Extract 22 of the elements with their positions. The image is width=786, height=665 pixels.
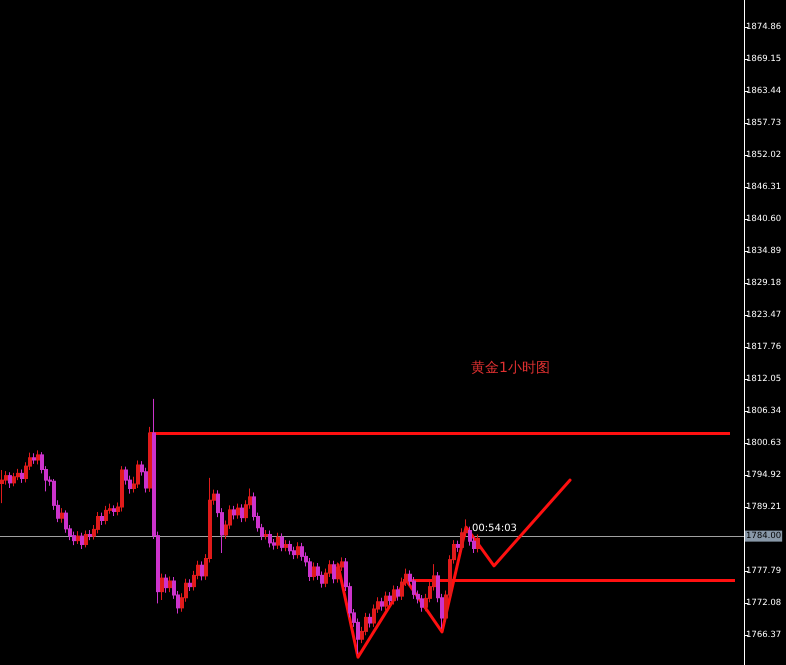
y-tick-label: 1823.47	[746, 310, 782, 320]
y-tick-label: 1772.08	[746, 598, 782, 608]
y-tick-label: 1846.31	[746, 182, 782, 192]
y-tick-label: 1852.02	[746, 150, 782, 160]
y-tick-label: 1840.60	[746, 214, 782, 224]
y-tick-label: 1834.89	[746, 246, 782, 256]
ref-line-label: 1784.00	[746, 531, 782, 542]
y-tick-label: 1869.15	[746, 54, 782, 64]
y-tick-label: 1857.73	[746, 118, 782, 128]
y-tick-label: 1800.63	[746, 438, 782, 448]
y-tick-label: 1766.37	[746, 630, 782, 640]
y-tick-label: 1863.44	[746, 86, 782, 96]
y-tick-label: 1817.76	[746, 342, 782, 352]
y-tick-label: 1812.05	[746, 374, 782, 384]
y-tick-label: 1794.92	[746, 470, 782, 480]
y-tick-label: 1829.18	[746, 278, 782, 288]
text: 黄金1小时图	[471, 360, 550, 376]
y-tick-label: 1777.79	[746, 566, 782, 576]
y-tick-label: 1789.21	[746, 502, 782, 512]
y-tick-label: 1874.86	[746, 22, 782, 32]
annotation: 00:54:03	[472, 523, 517, 534]
y-tick-label: 1806.34	[746, 406, 782, 416]
